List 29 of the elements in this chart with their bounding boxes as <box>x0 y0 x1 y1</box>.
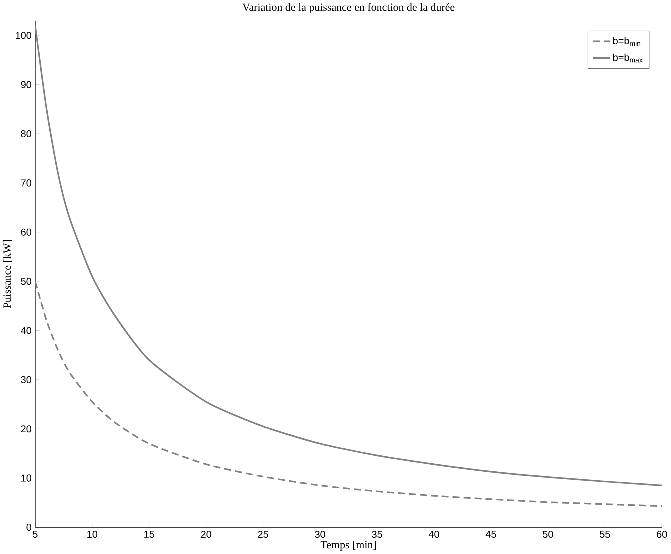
x-tick-label: 25 <box>258 530 268 538</box>
y-tick-label: 30 <box>21 376 32 384</box>
x-tick-label: 50 <box>543 530 554 538</box>
x-tick-label: 30 <box>315 530 326 538</box>
y-axis-title: Puissance [kW] <box>3 240 12 308</box>
y-tick-label: 40 <box>21 327 32 334</box>
x-tick-label: 10 <box>88 530 98 538</box>
y-tick-label: 50 <box>21 278 32 285</box>
x-tick-label: 60 <box>657 530 668 538</box>
y-tick-label: 80 <box>21 130 32 138</box>
x-tick-label: 45 <box>486 530 496 538</box>
y-tick-label: 70 <box>21 180 32 187</box>
x-tick-label: 15 <box>144 530 154 538</box>
line-series <box>35 24 662 486</box>
x-axis-title: Temps [min] <box>320 540 376 551</box>
legend-label: b=b$_{max}$ <box>613 54 643 63</box>
x-tick-label: 55 <box>600 530 610 538</box>
x-tick-label: 20 <box>201 530 212 538</box>
x-tick-label: 5 <box>33 530 38 538</box>
y-tick-label: 90 <box>21 81 32 88</box>
chart-title: Variation de la puissance en fonction de la durée <box>242 3 455 14</box>
legend-label: b=b$_{min}$ <box>613 37 641 46</box>
y-tick-label: 60 <box>21 228 32 236</box>
y-tick-label: 20 <box>21 426 32 433</box>
x-tick-label: 35 <box>372 530 382 538</box>
y-tick-label: 100 <box>16 32 32 40</box>
x-tick-label: 40 <box>428 530 440 538</box>
y-tick-label: 10 <box>22 474 32 482</box>
y-tick-label: 0 <box>26 524 32 531</box>
